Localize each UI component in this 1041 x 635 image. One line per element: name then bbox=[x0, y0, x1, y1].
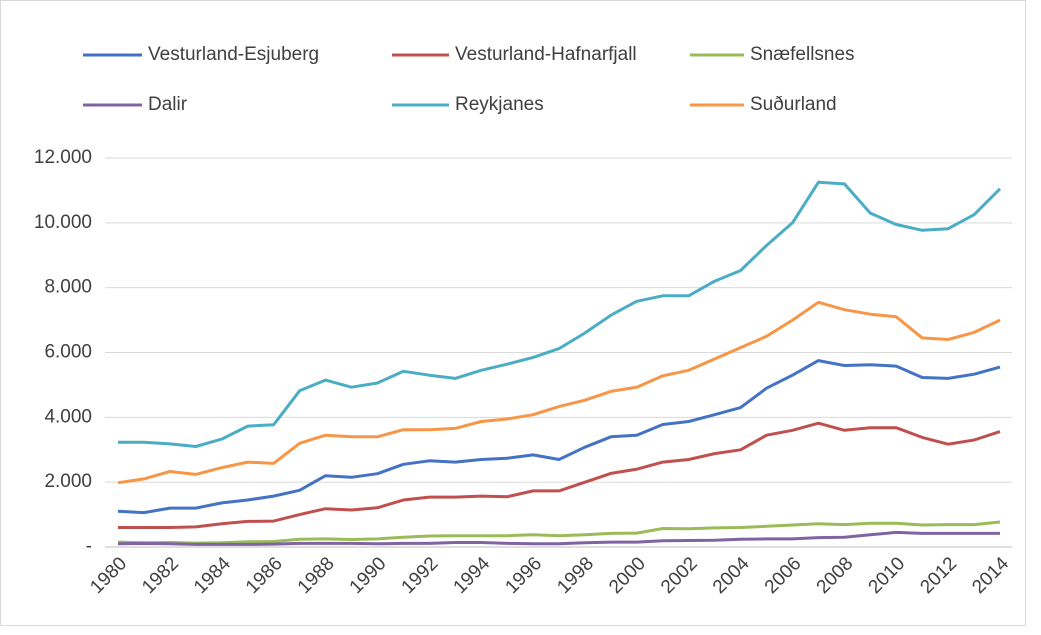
series-line bbox=[118, 180, 1002, 448]
legend-label: Vesturland-Hafnarfjall bbox=[455, 44, 637, 65]
y-tick-label: 12.000 bbox=[34, 147, 92, 168]
series-line bbox=[117, 359, 1001, 515]
legend-label: Snæfellsnes bbox=[750, 44, 855, 65]
legend-label: Suðurland bbox=[750, 94, 837, 115]
y-tick-label: 8.000 bbox=[44, 277, 92, 298]
y-tick-label: 2.000 bbox=[44, 471, 92, 492]
legend-label: Vesturland-Esjuberg bbox=[148, 44, 319, 65]
y-tick-label: - bbox=[86, 536, 92, 557]
series-line bbox=[118, 421, 1001, 529]
series-line bbox=[117, 520, 1001, 545]
legend-label: Dalir bbox=[148, 94, 188, 115]
y-tick-label: 6.000 bbox=[44, 342, 92, 363]
y-tick-label: 10.000 bbox=[34, 212, 92, 233]
series-line bbox=[117, 300, 1001, 485]
series-line bbox=[117, 530, 1000, 546]
legend-label: Reykjanes bbox=[455, 94, 544, 115]
y-tick-label: 4.000 bbox=[44, 406, 92, 427]
